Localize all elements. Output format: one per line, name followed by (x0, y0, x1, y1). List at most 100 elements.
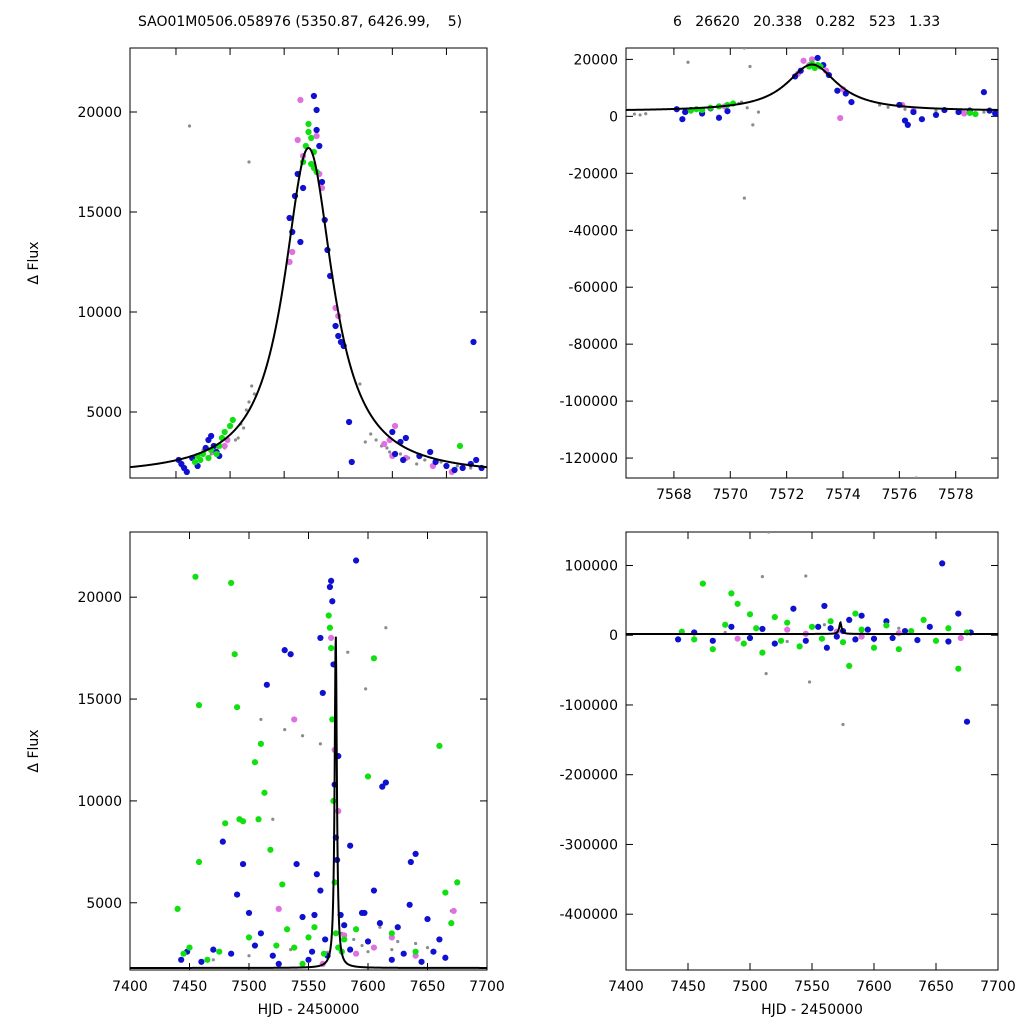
data-point-blue (470, 338, 477, 346)
data-point-gray (378, 925, 382, 929)
data-point-blue (945, 638, 952, 645)
data-point-gray (760, 575, 765, 579)
y-tick-label: 0 (609, 628, 618, 644)
data-point-blue (771, 640, 778, 647)
data-point-green (808, 623, 816, 630)
data-point-magenta (370, 944, 378, 951)
data-point-gray (233, 438, 238, 442)
data-point-gray (250, 384, 254, 388)
data-point-blue (313, 106, 320, 114)
data-point-green (722, 621, 729, 628)
data-point-blue (980, 89, 988, 96)
data-point-green (257, 740, 264, 747)
data-point-blue (910, 108, 917, 116)
data-point-blue (293, 860, 300, 868)
data-point-blue (332, 322, 339, 330)
data-point-gray (398, 452, 403, 456)
data-point-green (436, 742, 443, 750)
data-point-blue (228, 950, 235, 957)
data-point-gray (244, 408, 248, 412)
data-point-green (456, 442, 464, 450)
data-point-blue (833, 633, 840, 640)
x-tick-label: 7600 (350, 979, 386, 995)
data-point-magenta (858, 633, 865, 640)
data-point-gray (211, 958, 215, 962)
data-point-gray (804, 574, 808, 578)
data-point-gray (247, 400, 251, 404)
data-point-blue (932, 111, 940, 119)
x-tick-label: 7450 (172, 979, 208, 995)
x-tick-label: 7570 (712, 487, 748, 503)
x-tick-label: 7650 (918, 979, 954, 995)
data-point-green (972, 110, 979, 118)
y-tick-label: 10000 (77, 794, 122, 810)
data-point-green (216, 948, 223, 955)
data-point-green (412, 948, 419, 955)
data-point-green (796, 643, 803, 650)
data-point-gray (455, 464, 459, 468)
y-tick-label: -120000 (560, 451, 619, 467)
y-tick-label: 0 (609, 109, 618, 125)
model-curve (130, 146, 487, 469)
panel-top-right: -120000 -100000 -80000 -60000 -40000 -20000 0 2… (560, 47, 999, 503)
data-point-green (229, 416, 236, 424)
data-point-green (839, 639, 847, 646)
data-point-gray (897, 626, 901, 630)
data-point-green (222, 820, 229, 827)
data-point-blue (319, 689, 326, 697)
data-point-green (852, 610, 859, 617)
x-tick-label: 7574 (825, 487, 861, 503)
y-tick-label: -400000 (560, 907, 619, 923)
data-point-blue (834, 87, 841, 94)
data-point-blue (326, 583, 334, 591)
data-point-blue (821, 602, 828, 610)
data-point-green (709, 646, 716, 653)
data-point-green (442, 889, 449, 896)
data-point-blue (263, 681, 270, 688)
y-tick-label: -100000 (560, 394, 619, 410)
data-point-blue (297, 238, 304, 246)
data-point-blue (341, 922, 348, 929)
data-point-magenta (450, 907, 457, 915)
y-tick-label: -40000 (568, 223, 618, 239)
data-point-gray (247, 160, 251, 164)
y-tick-label: 20000 (77, 105, 122, 121)
data-point-blue (299, 184, 307, 192)
data-point-gray (352, 937, 356, 942)
data-point-green (966, 109, 973, 117)
data-point-green (759, 649, 766, 656)
data-point-green (261, 789, 268, 796)
data-point-blue (459, 464, 466, 472)
data-point-green (228, 579, 235, 587)
data-point-blue (926, 623, 933, 630)
data-point-gray (745, 106, 749, 110)
data-point-green (205, 454, 212, 462)
data-point-gray (425, 945, 430, 950)
data-point-green (746, 611, 754, 618)
x-tick-label: 7550 (291, 979, 327, 995)
data-point-blue (198, 958, 205, 965)
data-point-magenta (275, 905, 282, 912)
data-point-blue (318, 178, 326, 186)
data-point-blue (370, 887, 378, 894)
data-point-gray (384, 626, 388, 630)
data-point-gray (259, 717, 263, 722)
x-tick-label: 7400 (112, 979, 148, 995)
data-point-green (329, 716, 336, 723)
data-point-blue (715, 114, 723, 121)
data-point-green (846, 662, 853, 670)
data-point-blue (317, 634, 324, 642)
data-point-blue (679, 116, 686, 123)
data-point-gray (686, 60, 690, 64)
data-point-blue (353, 557, 360, 564)
data-points (674, 532, 974, 727)
y-axis-label: Δ Flux (26, 729, 42, 772)
data-point-magenta (328, 634, 335, 642)
data-point-magenta (957, 634, 964, 642)
data-point-gray (364, 687, 368, 691)
data-point-green (818, 635, 826, 642)
model-curve (626, 620, 998, 635)
data-point-blue (412, 850, 419, 857)
data-point-magenta (800, 57, 807, 64)
